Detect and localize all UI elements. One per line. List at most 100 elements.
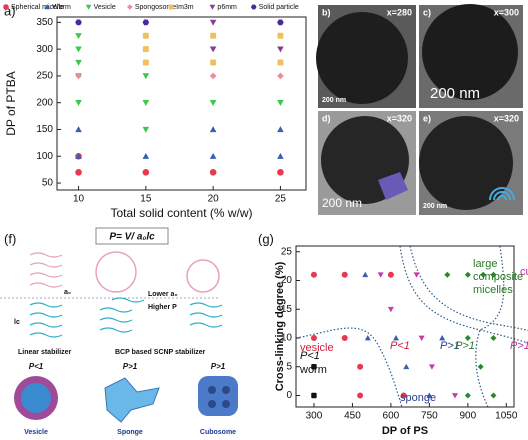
annotation: vesicle [300,342,334,354]
marker [413,272,420,278]
x-tick-label: 15 [140,194,152,205]
x-tick-label: 300 [306,411,323,422]
pore [222,386,230,394]
formula: P= V/ a₀lc [109,232,155,243]
annotation: sponge [400,392,436,404]
marker [490,335,497,341]
annotation: P>1 [455,340,475,352]
marker [341,335,348,341]
marker [364,335,371,341]
marker [403,363,410,370]
tem-label: e) [423,113,431,123]
y-tick-label: 200 [36,97,53,108]
annotation: P<1 [300,350,320,362]
marker [142,169,150,176]
tem-composition: x=320 [494,113,519,123]
legend-label: Vesicle [94,4,116,11]
marker [75,72,82,80]
y-tick-label: 25 [281,246,293,257]
y-tick-label: 300 [36,44,53,55]
tem-composition: x=300 [494,7,519,17]
marker [209,152,217,159]
marker [142,100,150,106]
marker [357,392,364,399]
coil [189,302,223,328]
tem-label: b) [322,7,331,17]
marker [250,4,257,10]
phase-boundaries [295,245,528,408]
coil [29,252,63,288]
marker [464,271,471,278]
x-tick-label: 600 [383,411,400,422]
marker [477,363,484,370]
marker [127,4,133,10]
pore [222,400,230,408]
marker [209,169,217,176]
annotation: composite [473,271,523,283]
formula-box [95,227,169,245]
marker [142,32,149,39]
x-tick-label: 20 [208,194,220,205]
marker [75,169,82,176]
marker [310,271,317,278]
x-tick-label: 900 [459,411,476,422]
marker [142,59,149,66]
x-axis-title: DP of PS [382,425,428,437]
marker [3,4,9,10]
marker [142,126,150,133]
tem-label: c) [423,7,431,17]
marker [310,335,317,341]
x-tick-label: 750 [421,411,438,422]
marker [277,32,284,39]
marker [277,46,284,53]
marker [75,46,82,53]
y-tick-label: 50 [42,178,54,189]
label: P>1 [211,362,226,371]
particle [316,12,408,104]
tem-label: d) [322,113,331,123]
label: a₀ [64,289,71,296]
scnp [186,259,220,293]
y-tick-label: 20 [281,275,293,286]
marker [277,126,284,133]
y-tick-label: 100 [36,151,53,162]
annotation: P<1 [390,340,410,352]
marker [464,335,471,341]
legend-label: Spongosome [135,4,176,11]
label: BCP based SCNP stabilizer [115,349,206,356]
marker [277,100,284,106]
tem-scale: 200 nm [430,85,480,102]
marker [210,59,217,66]
label: Lower a₀ [148,291,178,298]
annotation: worm [299,364,327,376]
marker [452,393,459,399]
marker [277,59,284,66]
marker [75,33,82,40]
y-tick-label: 10 [281,333,293,344]
x-tick-label: 450 [344,411,361,422]
panel-label: (f) [4,231,16,246]
tem-panels: b) x=280 200 nm c) x=300 200 nm d) x=320… [316,4,523,215]
marker [75,152,82,159]
marker [490,392,497,399]
marker [428,364,435,370]
marker [209,4,216,10]
marker [277,19,284,26]
marker [357,363,364,370]
label: lc [14,319,20,326]
annotation: P>1 [440,340,460,352]
annotation: micelles [473,284,513,296]
annotation: P>1 [510,340,528,352]
marker [142,152,150,159]
panel-label: a) [4,3,16,18]
marker [277,72,284,80]
tem-scale: 200 nm [423,203,447,210]
panel-label: (g) [258,231,274,246]
inset [489,187,515,201]
marker [311,364,317,370]
x-tick-label: 25 [275,194,287,205]
y-axis-title: Cross-linking degree (%) [274,261,286,391]
marker [210,32,217,39]
